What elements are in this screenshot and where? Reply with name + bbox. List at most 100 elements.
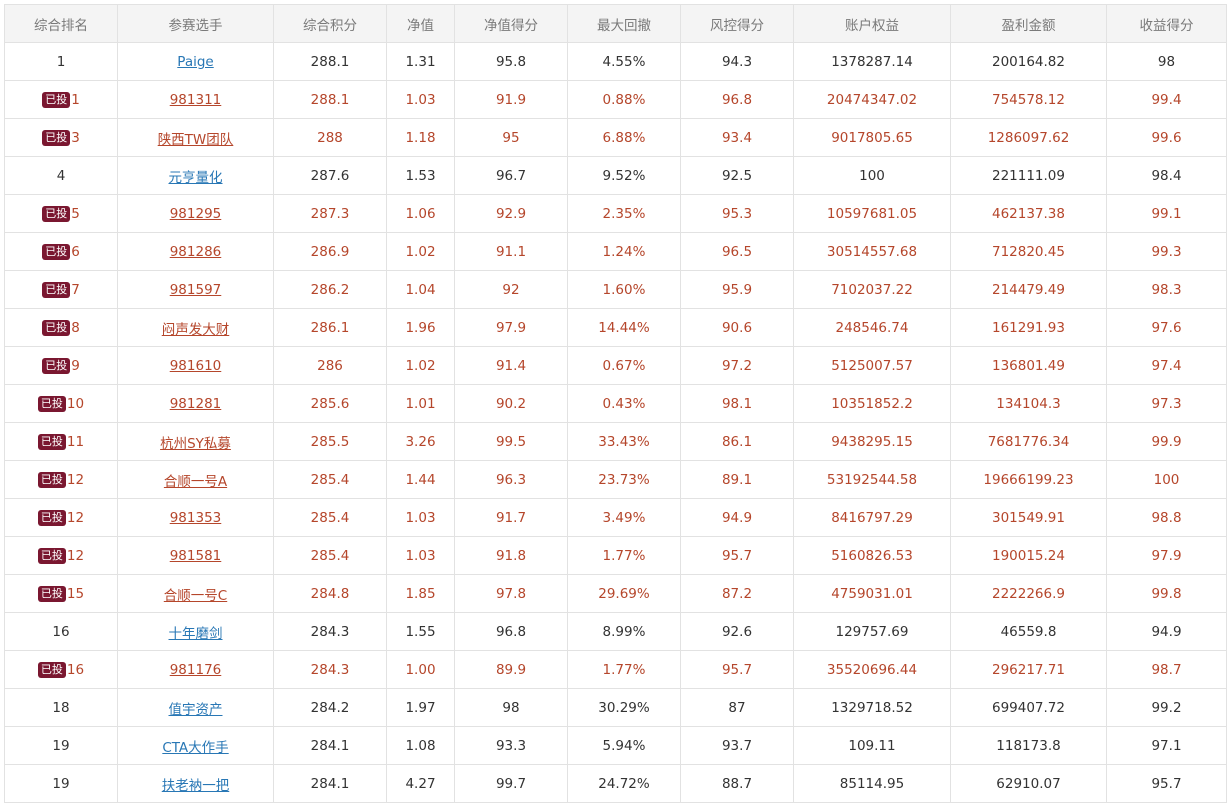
- cell-max-drawdown: 33.43%: [567, 422, 681, 461]
- cell-nav-score: 91.9: [454, 80, 568, 119]
- table-row: 已投 9 981610 286 1.02 91.4 0.67% 97.2 5125007.57 1…: [4, 346, 1227, 385]
- player-link[interactable]: 981176: [169, 661, 222, 678]
- cell-nav: 1.55: [386, 612, 455, 651]
- cell-nav: 1.44: [386, 460, 455, 499]
- header-risk-score[interactable]: 风控得分: [680, 4, 794, 43]
- player-link[interactable]: 981353: [169, 509, 222, 526]
- cell-equity: 10597681.05: [793, 194, 951, 233]
- cell-profit: 136801.49: [950, 346, 1107, 385]
- header-nav-score[interactable]: 净值得分: [454, 4, 568, 43]
- player-link[interactable]: 值宇资产: [168, 701, 223, 718]
- cell-max-drawdown: 4.55%: [567, 42, 681, 81]
- header-return-score[interactable]: 收益得分: [1106, 4, 1227, 43]
- cell-max-drawdown: 30.29%: [567, 688, 681, 727]
- header-rank[interactable]: 综合排名: [4, 4, 118, 43]
- cell-risk-score: 95.3: [680, 194, 794, 233]
- cell-risk-score: 95.7: [680, 536, 794, 575]
- rank-number: 5: [71, 205, 80, 222]
- rank-number: 8: [71, 319, 80, 336]
- cell-return-score: 98: [1106, 42, 1227, 81]
- invested-badge: 已投: [42, 243, 71, 260]
- cell-nav: 1.00: [386, 650, 455, 689]
- cell-total-score: 284.3: [273, 612, 387, 651]
- cell-equity: 248546.74: [793, 308, 951, 347]
- invested-badge: 已投: [42, 357, 71, 374]
- cell-total-score: 285.4: [273, 498, 387, 537]
- invested-badge: 已投: [37, 547, 66, 564]
- invested-badge: 已投: [37, 471, 66, 488]
- player-link[interactable]: 合顺一号A: [163, 473, 228, 490]
- header-max-drawdown[interactable]: 最大回撤: [567, 4, 681, 43]
- header-profit[interactable]: 盈利金额: [950, 4, 1107, 43]
- header-player[interactable]: 参赛选手: [117, 4, 274, 43]
- player-link[interactable]: 十年磨剑: [168, 625, 223, 642]
- cell-player: 981311: [117, 80, 274, 119]
- player-link[interactable]: 981286: [169, 243, 222, 260]
- player-link[interactable]: 981610: [169, 357, 222, 374]
- cell-return-score: 98.4: [1106, 156, 1227, 195]
- cell-profit: 754578.12: [950, 80, 1107, 119]
- header-total-score[interactable]: 综合积分: [273, 4, 387, 43]
- cell-risk-score: 89.1: [680, 460, 794, 499]
- cell-total-score: 287.3: [273, 194, 387, 233]
- cell-nav: 1.96: [386, 308, 455, 347]
- table-row: 1 Paige 288.1 1.31 95.8 4.55% 94.3 1378287.14 20…: [4, 42, 1227, 81]
- cell-rank: 已投 5: [4, 194, 118, 233]
- cell-total-score: 286.2: [273, 270, 387, 309]
- cell-equity: 85114.95: [793, 764, 951, 803]
- player-link[interactable]: 合顺一号C: [163, 587, 228, 604]
- header-equity[interactable]: 账户权益: [793, 4, 951, 43]
- cell-player: 陕西TW团队: [117, 118, 274, 157]
- rank-number: 7: [71, 281, 80, 298]
- cell-nav-score: 90.2: [454, 384, 568, 423]
- player-link[interactable]: 981581: [169, 547, 222, 564]
- player-link[interactable]: CTA大作手: [162, 739, 229, 756]
- table-row: 已投 8 闷声发大财 286.1 1.96 97.9 14.44% 90.6 248546.74…: [4, 308, 1227, 347]
- player-link[interactable]: Paige: [177, 53, 214, 70]
- cell-player: 合顺一号A: [117, 460, 274, 499]
- cell-profit: 301549.91: [950, 498, 1107, 537]
- cell-total-score: 284.3: [273, 650, 387, 689]
- player-link[interactable]: 闷声发大财: [161, 321, 230, 338]
- cell-player: 闷声发大财: [117, 308, 274, 347]
- cell-equity: 100: [793, 156, 951, 195]
- table-row: 18 值宇资产 284.2 1.97 98 30.29% 87 1329718.52 69940…: [4, 688, 1227, 727]
- cell-rank: 18: [4, 688, 118, 727]
- cell-risk-score: 94.3: [680, 42, 794, 81]
- table-row: 19 扶老衲一把 284.1 4.27 99.7 24.72% 88.7 85114.95 62…: [4, 764, 1227, 803]
- cell-nav-score: 93.3: [454, 726, 568, 765]
- player-link[interactable]: 981311: [169, 91, 222, 108]
- cell-return-score: 99.2: [1106, 688, 1227, 727]
- cell-rank: 19: [4, 764, 118, 803]
- player-link[interactable]: 扶老衲一把: [161, 777, 230, 794]
- cell-player: 扶老衲一把: [117, 764, 274, 803]
- cell-risk-score: 87.2: [680, 574, 794, 613]
- cell-risk-score: 93.4: [680, 118, 794, 157]
- cell-nav-score: 97.9: [454, 308, 568, 347]
- table-body: 1 Paige 288.1 1.31 95.8 4.55% 94.3 1378287.14 20…: [4, 42, 1227, 803]
- cell-total-score: 284.2: [273, 688, 387, 727]
- table-header-row: 综合排名 参赛选手 综合积分 净值 净值得分 最大回撤 风控得分 账户权益 盈利…: [4, 4, 1227, 43]
- invested-badge: 已投: [42, 205, 71, 222]
- table-row: 已投 7 981597 286.2 1.04 92 1.60% 95.9 7102037.22 2…: [4, 270, 1227, 309]
- table-row: 已投 12 合顺一号A 285.4 1.44 96.3 23.73% 89.1 53192544…: [4, 460, 1227, 499]
- player-link[interactable]: 981281: [169, 395, 222, 412]
- player-link[interactable]: 陕西TW团队: [157, 131, 234, 148]
- cell-profit: 1286097.62: [950, 118, 1107, 157]
- cell-player: Paige: [117, 42, 274, 81]
- cell-total-score: 287.6: [273, 156, 387, 195]
- cell-rank: 已投 9: [4, 346, 118, 385]
- cell-total-score: 288: [273, 118, 387, 157]
- player-link[interactable]: 元亨量化: [168, 169, 223, 186]
- cell-risk-score: 95.7: [680, 650, 794, 689]
- cell-max-drawdown: 0.67%: [567, 346, 681, 385]
- rank-number: 16: [52, 623, 70, 640]
- header-nav[interactable]: 净值: [386, 4, 455, 43]
- player-link[interactable]: 981597: [169, 281, 222, 298]
- player-link[interactable]: 杭州SY私募: [160, 435, 231, 452]
- cell-risk-score: 95.9: [680, 270, 794, 309]
- cell-max-drawdown: 0.88%: [567, 80, 681, 119]
- cell-nav: 1.18: [386, 118, 455, 157]
- player-link[interactable]: 981295: [169, 205, 222, 222]
- cell-nav: 1.85: [386, 574, 455, 613]
